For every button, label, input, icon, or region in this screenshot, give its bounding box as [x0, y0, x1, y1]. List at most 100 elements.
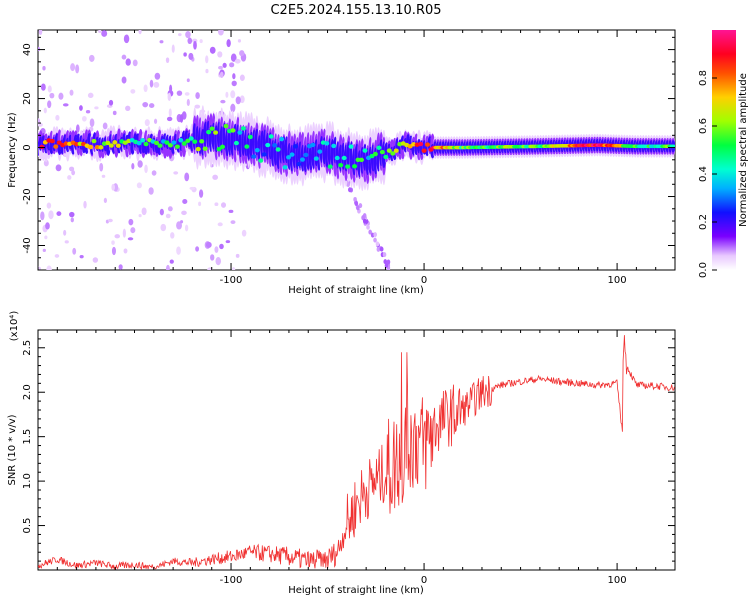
spectrogram-noise-cell [205, 241, 212, 248]
spectrogram-core-cell [244, 144, 250, 149]
spectrogram-core-cell [418, 141, 424, 147]
spectrogram-core-cell [195, 146, 201, 152]
spectrogram-noise-cell [193, 40, 197, 50]
spectrogram-core-cell [362, 148, 368, 153]
spectrogram-noise-cell [38, 266, 42, 270]
spectrogram-noise-cell [111, 183, 116, 191]
spectrogram-core-cell [192, 139, 198, 144]
spectrogram-noise-cell [118, 264, 123, 270]
spectrogram-core-cell [112, 140, 118, 145]
spectrogram-noise-cell [215, 257, 222, 266]
spectrogram-noise-cell [199, 189, 204, 198]
colorbar-label: Normalized spectral amplitude [738, 73, 749, 227]
spectrogram-noise-cell [186, 78, 190, 83]
colorbar-gradient [712, 30, 736, 270]
spectrogram-noise-cell [168, 108, 172, 118]
spectrogram-noise-cell [225, 91, 229, 98]
spectrogram-noise-cell [346, 181, 350, 187]
spectrogram-noise-cell [43, 107, 47, 114]
spectrogram-noise-cell [99, 162, 104, 172]
spectrogram-noise-cell [165, 264, 170, 270]
spectrogram-core-cell [157, 143, 163, 148]
spectrogram-core-cell [383, 154, 389, 160]
spectrogram-noise-cell [75, 124, 80, 133]
spectrogram-core-cell [136, 141, 142, 146]
spectrogram-noise-cell [160, 223, 167, 232]
colorbar-tick-label: 0.4 [698, 166, 709, 182]
spectrogram-noise-cell [137, 160, 143, 168]
spectrogram-noise-cell [169, 84, 173, 93]
spectrogram-noise-cell [69, 89, 74, 96]
spectrogram-noise-cell [159, 40, 164, 44]
spectrogram-noise-cell [239, 74, 245, 81]
spectrogram-core-cell [213, 130, 219, 135]
spectrogram-core-cell [279, 136, 285, 142]
spectrogram-noise-cell [111, 246, 116, 256]
spectrogram-noise-cell [218, 65, 223, 70]
snr-series-line [38, 335, 675, 570]
spectrogram-noise-cell [220, 99, 226, 104]
spectrogram-noise-cell [121, 76, 127, 84]
spectrogram-noise-cell [348, 187, 352, 193]
spectrogram-noise-cell [38, 30, 43, 36]
spectrogram-core-cell [258, 158, 264, 163]
spectrogram-core-cell [345, 164, 351, 169]
x-tick-label: -100 [220, 575, 243, 586]
spectrogram-noise-cell [199, 39, 203, 44]
spectrogram-noise-cell [189, 186, 196, 190]
spectrogram-noise-cell [143, 84, 148, 93]
x-tick-label: 100 [608, 275, 627, 286]
top-y-ticks: -40 -20 0 20 40 [22, 36, 675, 271]
spectrogram-core-cell [379, 149, 385, 155]
spectrogram-noise-cell [71, 170, 76, 176]
chart-title: C2E5.2024.155.13.10.R05 [270, 3, 441, 18]
spectrogram-noise-cell [151, 170, 157, 176]
spectrogram-noise-cell [107, 218, 113, 223]
spectrogram-core-cell [185, 138, 191, 144]
colorbar-tick-label: 0.8 [698, 70, 709, 86]
spectrogram-noise-cell [214, 202, 219, 207]
spectrogram-noise-cell [184, 224, 189, 232]
spectrogram-core-cell [261, 152, 267, 157]
spectrogram-noise-cell [171, 44, 175, 53]
bottom-x-ticks: -100 0 100 [37, 330, 676, 586]
spectrogram-core-cell [327, 164, 333, 169]
snr-frame [37, 329, 676, 571]
spectrogram-core-cell [174, 144, 180, 149]
spectrogram-noise-cell [230, 103, 236, 113]
spectrogram-noise-cell [87, 92, 94, 99]
spectrogram-core-cell [317, 149, 323, 154]
spectrogram-noise-cell [217, 30, 224, 36]
spectrogram-noise-cell [40, 83, 46, 91]
spectrogram-noise-cell [176, 246, 181, 255]
spectrogram-noise-cell [58, 92, 64, 100]
spectrogram-noise-cell [383, 259, 388, 265]
bottom-y-axis-label: SNR (10 * v/v) [7, 414, 18, 485]
spectrogram-core-cell [49, 138, 55, 144]
spectrogram-noise-cell [184, 172, 190, 182]
spectrogram-noise-cell [148, 103, 155, 109]
spectrogram-noise-cell [362, 218, 367, 224]
spectrogram-core-cell [188, 136, 194, 141]
spectrogram-core-cell [230, 128, 236, 133]
spectrogram-noise-cell [82, 115, 87, 122]
spectrogram-core-cell [247, 134, 253, 140]
spectrogram-core-cell [167, 143, 173, 148]
spectrogram-noise-cell [375, 241, 380, 247]
spectrogram-noise-cell [178, 33, 182, 37]
x-tick-label: -100 [220, 275, 243, 286]
spectrogram-core-cell [386, 148, 392, 153]
spectrogram-core-cell [425, 142, 431, 147]
spectrogram-noise-cell [56, 211, 62, 216]
spectrogram-core-cell [393, 148, 399, 153]
spectrogram-core-cell [209, 126, 215, 131]
spectrogram-noise-cell [179, 114, 184, 123]
spectrogram-noise-cell [101, 30, 108, 37]
spectrogram-noise-cell [153, 118, 158, 124]
spectrogram-noise-cell [69, 211, 75, 218]
spectrogram-core-cell [341, 155, 347, 161]
spectrogram-noise-cell [83, 200, 87, 209]
spectrogram-noise-cell [64, 240, 69, 244]
spectrogram-noise-cell [185, 31, 191, 39]
spectrogram-core-cell [272, 143, 278, 148]
